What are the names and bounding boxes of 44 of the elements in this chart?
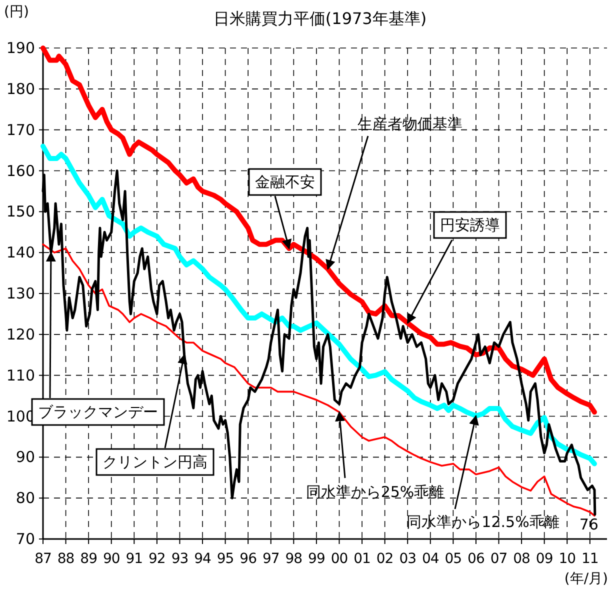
- x-tick-label: 07: [490, 551, 508, 567]
- annotation: クリントン円高: [102, 453, 208, 471]
- annotation: 円安誘導: [406, 211, 507, 324]
- x-tick-label: 88: [57, 551, 74, 567]
- x-tick-label: 05: [444, 551, 462, 567]
- x-tick-label: 96: [240, 551, 258, 567]
- y-tick-label: 160: [6, 162, 35, 180]
- x-tick-label: 01: [354, 551, 370, 567]
- x-tick-label: 97: [262, 551, 280, 567]
- y-tick-label: 80: [16, 489, 35, 508]
- x-tick-label: 09: [536, 551, 553, 567]
- x-tick-label: 00: [330, 551, 348, 567]
- x-tick-label: 87: [34, 551, 52, 567]
- annotation: 円安誘導: [440, 216, 500, 234]
- x-tick-label: 99: [308, 551, 325, 567]
- y-tick-label: 170: [6, 120, 35, 139]
- x-tick-label: 06: [468, 551, 485, 567]
- x-tick-label: 90: [102, 551, 120, 567]
- y-tick-label: 70: [16, 530, 35, 548]
- x-tick-label: 08: [513, 551, 530, 567]
- x-tick-label: 98: [285, 551, 302, 567]
- y-tick-label: 190: [6, 39, 35, 57]
- x-axis-title: (年/月): [564, 571, 608, 587]
- annotation: 金融不安: [248, 168, 322, 250]
- x-tick-label: 92: [148, 551, 166, 567]
- annotation: 76: [579, 515, 598, 534]
- x-tick-label: 89: [80, 551, 97, 567]
- x-tick-label: 11: [581, 551, 598, 567]
- x-tick-label: 95: [216, 551, 234, 567]
- x-tick-label: 03: [399, 551, 416, 567]
- x-tick-label: 93: [171, 551, 188, 567]
- y-axis-title: (円): [4, 4, 29, 20]
- annotation: 金融不安: [255, 173, 315, 191]
- x-tick-label: 94: [194, 551, 212, 567]
- chart-title: 日米購買力平価(1973年基準): [213, 9, 427, 28]
- y-tick-label: 150: [6, 202, 35, 221]
- y-tick-label: 180: [6, 80, 35, 98]
- x-tick-label: 04: [422, 551, 440, 567]
- y-tick-label: 90: [16, 448, 35, 466]
- x-tick-label: 10: [558, 551, 576, 567]
- x-tick-label: 91: [126, 551, 143, 567]
- x-tick-label: 02: [376, 551, 394, 567]
- annotation: ブラックマンデー: [38, 403, 158, 421]
- annotation: 同水準から12.5%乖離: [406, 513, 560, 531]
